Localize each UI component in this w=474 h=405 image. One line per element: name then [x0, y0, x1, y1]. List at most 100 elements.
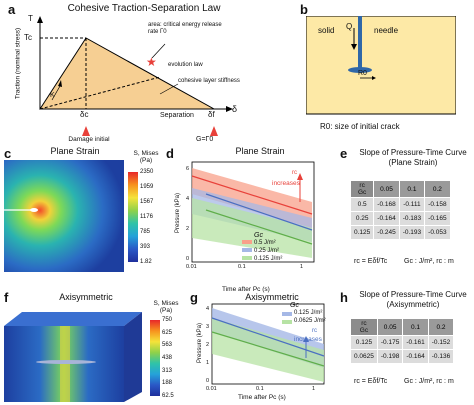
colorbar-value: 313 — [162, 367, 173, 374]
panel-d-legend-header: Gc — [254, 232, 263, 239]
panel-d-ylabel: Pressure (kPa) — [175, 193, 181, 234]
panel-c-legend-title: S, Mises (Pa) — [133, 150, 159, 164]
k-label: K — [50, 92, 55, 99]
panel-h-title: Slope of Pressure-Time Curve (Axisymmetr… — [352, 290, 474, 310]
initial-crack-caption: R0: size of initial crack — [320, 122, 400, 131]
delta-label: δ — [232, 104, 238, 114]
table-cell: -0.164 — [402, 349, 429, 364]
row-header: 0.25 — [349, 211, 375, 226]
solid-label: solid — [318, 26, 335, 35]
table-cell: -0.245 — [373, 225, 400, 240]
separation-axis-label: Separation — [160, 112, 194, 119]
panel-g-ytick-2: 2 — [206, 342, 210, 348]
colorbar-value: 785 — [140, 229, 151, 235]
panel-g-xtick-2: 1 — [312, 386, 316, 392]
panel-d-label: d — [166, 146, 174, 161]
table-cell: -0.164 — [373, 211, 400, 226]
table-cell: -0.053 — [424, 225, 451, 240]
needle-shaft — [358, 16, 362, 68]
star-icon: ★ — [146, 55, 157, 69]
table-cell: -0.158 — [424, 197, 451, 212]
panel-e-table: rc Gc 0.05 0.1 0.2 0.5 -0.168 -0.111 -0.1… — [349, 180, 451, 240]
row-header: 0.125 — [349, 225, 375, 240]
panel-g-xlabel: Time after Pc (s) — [238, 394, 286, 401]
series-line-blue — [205, 193, 313, 231]
colorbar-value: 1176 — [140, 214, 153, 220]
legend-swatch-green — [282, 320, 292, 324]
panel-g-xtick-0: 0.01 — [206, 386, 217, 392]
table-cell: -0.161 — [402, 335, 429, 350]
damage-initial-note: Damage initial — [68, 136, 110, 143]
panel-g-ylabel: Pressure (kPa) — [197, 323, 203, 364]
colorbar-value: 563 — [162, 342, 173, 349]
panel-h-units: Gc : J/m², rc : m — [404, 378, 454, 385]
table-cell: -0.193 — [398, 225, 426, 240]
row-header: 0.125 — [350, 335, 378, 350]
table-cell: -0.168 — [373, 197, 400, 212]
table-cell: -0.183 — [398, 211, 426, 226]
panel-a-label: a — [8, 2, 16, 17]
panel-d-legend-0: 0.5 J/m² — [254, 240, 276, 246]
table-cell: -0.198 — [376, 349, 404, 364]
panel-c-title: Plane Strain — [50, 146, 100, 156]
panel-c-colorbar — [128, 172, 138, 262]
panel-h-label: h — [340, 290, 348, 305]
panel-e-formula: rc = Eδf/Tc — [354, 258, 388, 265]
table-corner: rc Gc — [349, 180, 375, 198]
deltaf-label: δf — [208, 110, 215, 119]
panel-d-ytick-0: 0 — [186, 256, 190, 262]
panel-f-colorbar — [150, 320, 160, 396]
axisymmetric-pressure-chart — [211, 303, 325, 385]
damage-arrow-icon — [82, 126, 90, 136]
col-header: 0.2 — [427, 318, 455, 336]
col-header: 0.1 — [402, 318, 429, 336]
panel-e-label: e — [340, 146, 348, 161]
colorbar-value: 625 — [162, 329, 173, 336]
panel-e-title-line1: Slope of Pressure-Time Curve — [359, 148, 467, 157]
table-corner: rc Gc — [350, 318, 378, 336]
band-green — [192, 198, 312, 258]
table-cell: -0.111 — [398, 197, 426, 212]
colorbar-value: 188 — [162, 380, 173, 387]
gamma-note: G=Γ0 — [196, 136, 214, 143]
needle-label: needle — [374, 26, 399, 35]
stiffness-note: cohesive layer stiffness — [178, 78, 240, 84]
legend-swatch-blue — [282, 312, 292, 316]
panel-e-units: Gc : J/m², rc : m — [404, 258, 454, 265]
evolution-law-note: evolution law — [168, 62, 203, 68]
panel-d-xtick-1: 0.1 — [238, 264, 246, 270]
colorbar-value: 750 — [162, 317, 173, 323]
colorbar-value: 62.5 — [162, 393, 174, 399]
panel-g-ytick-3: 3 — [206, 324, 210, 330]
panel-g-ytick-0: 0 — [206, 378, 210, 384]
panel-g-label: g — [190, 290, 198, 305]
series-line-red — [191, 175, 313, 215]
row-header: 0.0625 — [350, 349, 378, 364]
panel-c-label: c — [4, 146, 12, 161]
panel-d-xtick-2: 1 — [300, 264, 304, 270]
gamma-arrow-icon — [210, 126, 218, 136]
panel-d-xlabel: Time after Pc (s) — [222, 286, 270, 293]
deltac-label: δc — [80, 110, 89, 119]
panel-f-label: f — [4, 290, 9, 305]
panel-g-annotation: increases — [294, 336, 322, 343]
colorbar-value: 1567 — [140, 199, 154, 205]
panel-d-annotation-r: rc — [292, 170, 297, 176]
legend-swatch-green — [242, 256, 252, 260]
panel-d-ytick-1: 2 — [186, 226, 190, 232]
panel-d-ytick-2: 4 — [186, 196, 190, 202]
traction-separation-diagram: ★ — [37, 16, 233, 136]
table-cell: -0.175 — [376, 335, 404, 350]
panel-h-table: rc Gc 0.05 0.1 0.2 0.125 -0.175 -0.161 -0… — [350, 318, 455, 364]
col-header: 0.05 — [376, 318, 404, 336]
panel-g-title: Axisymmetric — [245, 292, 299, 302]
panel-g-legend-0: 0.125 J/m² — [294, 310, 323, 316]
colorbar-value: 2350 — [140, 169, 154, 175]
panel-f-title: Axisymmetric — [59, 292, 113, 302]
table-cell: -0.136 — [427, 349, 455, 364]
col-header: 0.05 — [373, 180, 400, 198]
panel-d-xtick-0: 0.01 — [186, 264, 197, 270]
band-green — [212, 318, 324, 382]
series-line-green — [205, 209, 313, 245]
colorbar-value: 1.82 — [140, 259, 152, 265]
